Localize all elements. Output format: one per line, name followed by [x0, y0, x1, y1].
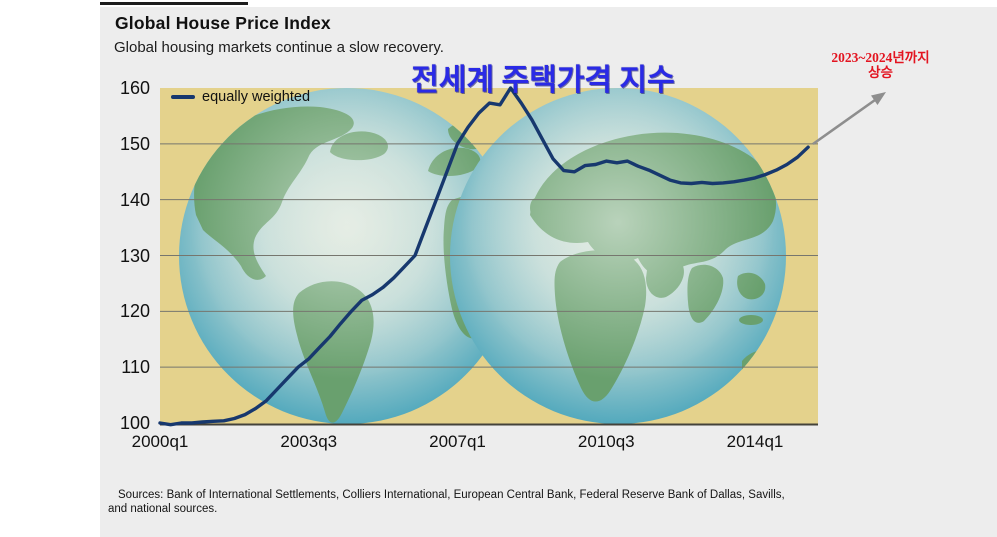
projection-arrow	[812, 92, 886, 146]
top-rule	[100, 2, 248, 5]
gridlines-group	[160, 143, 818, 368]
legend-label: equally weighted	[202, 89, 311, 105]
page-subtitle: Global housing markets continue a slow r…	[114, 39, 444, 56]
arrow-head-icon	[871, 92, 886, 105]
korean-projection-note: 2023~2024년까지 상승	[818, 50, 943, 80]
x-tick-label: 2007q1	[429, 432, 486, 451]
page-title: Global House Price Index	[115, 13, 331, 33]
korean-note-line2: 상승	[868, 65, 893, 80]
price-index-line	[158, 86, 810, 427]
y-tick-label: 160	[119, 78, 150, 98]
korean-note-line1: 2023~2024년까지	[831, 50, 930, 65]
x-tick-label: 2010q3	[577, 432, 635, 451]
x-tick-label: 2000q1	[131, 432, 189, 451]
y-tick-label: 110	[121, 357, 150, 378]
legend-line-swatch-icon	[171, 95, 195, 99]
legend: equally weighted	[171, 89, 310, 105]
x-tick-label: 2014q1	[726, 432, 784, 451]
sources-note: Sources: Bank of International Settlemen…	[108, 489, 938, 516]
y-tick-label: 140	[119, 189, 150, 210]
y-tick-label: 120	[119, 301, 150, 322]
x-tick-label: 2003q3	[280, 432, 338, 451]
y-tick-label: 150	[119, 133, 150, 154]
arrow-shaft	[812, 98, 876, 146]
sources-line2: and national sources.	[108, 502, 218, 515]
sources-line1: Sources: Bank of International Settlemen…	[118, 489, 785, 501]
y-tick-label: 130	[119, 245, 150, 266]
korean-chart-title: 전세계 주택가격 지수	[411, 64, 675, 97]
y-tick-label: 100	[119, 413, 150, 433]
